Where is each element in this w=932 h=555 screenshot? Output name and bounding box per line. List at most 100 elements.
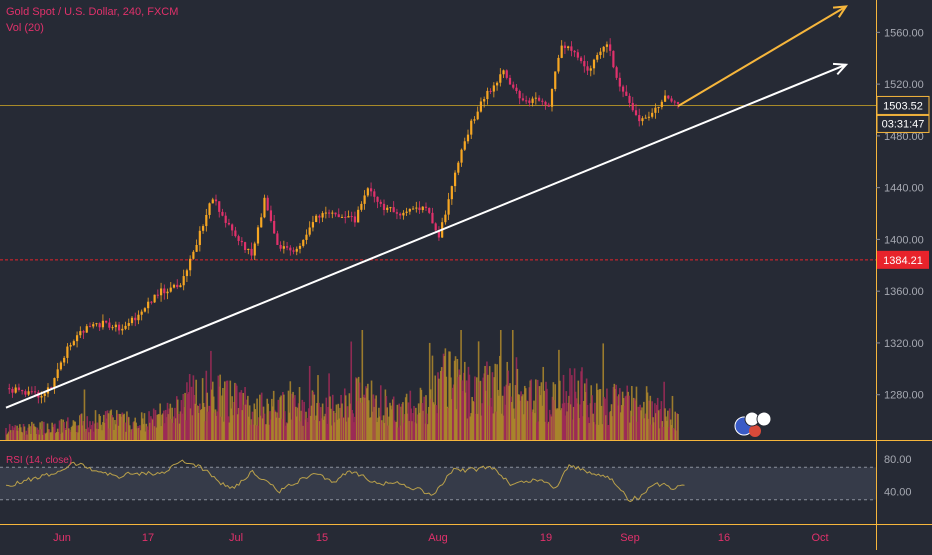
volume-bar bbox=[366, 388, 368, 440]
volume-bar bbox=[259, 394, 261, 440]
candle-body bbox=[231, 224, 234, 231]
volume-bar bbox=[194, 403, 197, 440]
volume-bar bbox=[387, 425, 389, 440]
volume-bar bbox=[661, 421, 664, 440]
volume-bar bbox=[353, 422, 355, 440]
volume-bar bbox=[504, 404, 507, 440]
candle-body bbox=[140, 311, 143, 315]
volume-bar bbox=[447, 408, 449, 440]
candle-body bbox=[205, 214, 208, 227]
candle-body bbox=[667, 95, 670, 99]
volume-bar bbox=[57, 431, 60, 440]
volume-bar bbox=[243, 404, 245, 440]
volume-bar bbox=[375, 395, 377, 440]
volume-bar bbox=[517, 394, 520, 440]
volume-bar bbox=[252, 424, 255, 440]
volume-bar bbox=[132, 422, 135, 440]
event-flag-icon bbox=[749, 425, 761, 437]
volume-bar bbox=[319, 421, 321, 440]
volume-bar bbox=[640, 410, 642, 440]
rsi-band-layer bbox=[0, 466, 876, 501]
volume-bar bbox=[434, 375, 437, 440]
volume-bar bbox=[511, 402, 513, 440]
candle-body bbox=[373, 191, 376, 197]
candle-body bbox=[625, 91, 628, 96]
volume-bar bbox=[281, 418, 283, 440]
volume-bar bbox=[121, 412, 124, 440]
volume-bar bbox=[53, 424, 55, 440]
volume-bar bbox=[388, 416, 390, 440]
volume-bar bbox=[162, 413, 164, 440]
volume-bar bbox=[355, 378, 358, 440]
volume-bar bbox=[32, 423, 35, 440]
volume-bar bbox=[495, 411, 497, 440]
volume-bar bbox=[282, 392, 284, 440]
volume-bar bbox=[214, 409, 217, 440]
volume-bar bbox=[544, 421, 546, 440]
volume-bar bbox=[467, 366, 470, 440]
volume-bar bbox=[240, 390, 243, 440]
volume-bar bbox=[416, 414, 419, 440]
volume-bar bbox=[365, 386, 367, 440]
candle-body bbox=[305, 234, 308, 240]
volume-bar bbox=[34, 427, 37, 440]
volume-bar bbox=[523, 385, 526, 440]
candle-body bbox=[95, 323, 98, 325]
volume-bar bbox=[50, 432, 53, 440]
volume-bar bbox=[647, 418, 650, 440]
volume-bar bbox=[470, 413, 473, 440]
candle-body bbox=[50, 387, 53, 389]
candle-body bbox=[8, 388, 11, 390]
volume-bar bbox=[559, 410, 562, 440]
candle-body bbox=[492, 85, 495, 92]
volume-bar bbox=[31, 424, 34, 440]
candle-body bbox=[24, 391, 27, 395]
candle-body bbox=[567, 46, 570, 49]
volume-bar bbox=[96, 422, 99, 440]
volume-bar bbox=[432, 402, 435, 440]
volume-bar bbox=[273, 409, 276, 440]
volume-bar bbox=[574, 391, 577, 440]
volume-bar bbox=[342, 416, 344, 440]
volume-bar bbox=[109, 410, 112, 440]
candle-body bbox=[424, 206, 428, 208]
trendline-arrow bbox=[5, 63, 847, 409]
volume-bar bbox=[275, 417, 278, 440]
volume-bar bbox=[502, 415, 505, 440]
candle-body bbox=[156, 294, 159, 296]
volume-bar bbox=[494, 363, 497, 440]
volume-bar bbox=[66, 421, 68, 440]
volume-bar bbox=[474, 376, 476, 440]
volume-bar bbox=[19, 427, 22, 440]
candle-body bbox=[550, 89, 554, 107]
candle-body bbox=[318, 215, 321, 218]
volume-bar bbox=[215, 415, 218, 440]
volume-bar bbox=[21, 432, 24, 440]
candle-body bbox=[172, 284, 176, 288]
candle-body bbox=[379, 201, 382, 204]
volume-bar bbox=[588, 423, 591, 440]
volume-bar bbox=[235, 385, 238, 440]
candle-body bbox=[670, 98, 673, 102]
volume-bar bbox=[655, 413, 657, 440]
volume-bar bbox=[261, 418, 264, 440]
volume-bar bbox=[485, 390, 487, 440]
volume-bar bbox=[464, 392, 467, 440]
candle-body bbox=[208, 203, 211, 215]
volume-bar bbox=[73, 421, 76, 440]
volume-bar bbox=[85, 428, 88, 440]
volume-bar bbox=[192, 375, 195, 440]
volume-bar bbox=[68, 429, 71, 440]
volume-bar bbox=[265, 424, 268, 440]
candle-body bbox=[386, 207, 389, 210]
candle-body bbox=[592, 59, 596, 69]
candle-body bbox=[357, 209, 360, 223]
volume-bar bbox=[58, 420, 61, 440]
volume-bar bbox=[169, 403, 172, 440]
y-tick-label: 1320.00 bbox=[884, 338, 924, 350]
volume-bar bbox=[258, 417, 260, 440]
volume-bar bbox=[646, 392, 649, 440]
volume-bar bbox=[331, 425, 333, 440]
volume-bar bbox=[450, 377, 452, 440]
volume-bar bbox=[527, 419, 530, 440]
